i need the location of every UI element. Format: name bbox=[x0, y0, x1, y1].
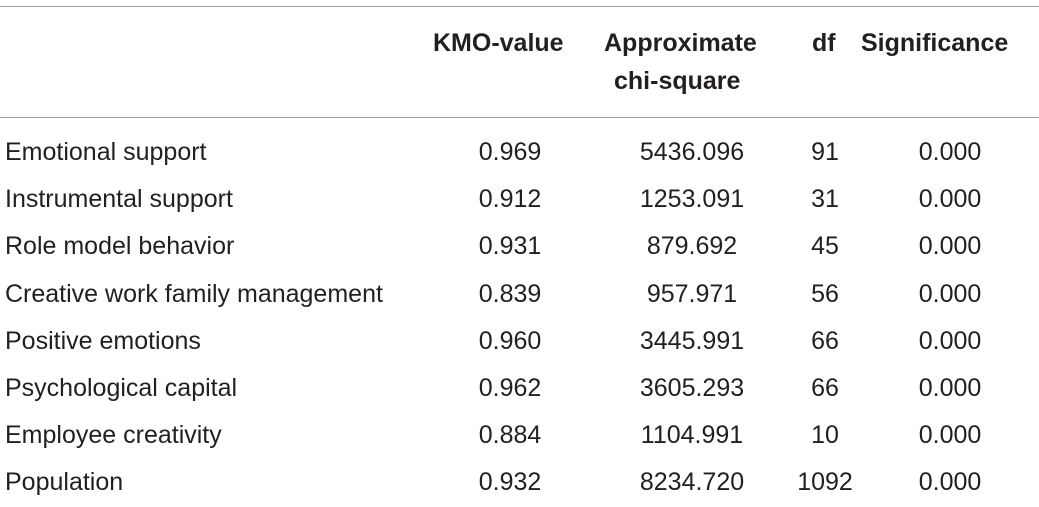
row-chi-square: 8234.720 bbox=[639, 468, 745, 497]
row-significance: 0.000 bbox=[918, 373, 982, 402]
row-significance: 0.000 bbox=[918, 421, 982, 450]
row-name: Instrumental support bbox=[5, 185, 233, 214]
row-kmo: 0.912 bbox=[478, 185, 542, 214]
row-name: Positive emotions bbox=[5, 326, 201, 355]
row-name: Role model behavior bbox=[5, 232, 235, 261]
row-df: 45 bbox=[811, 232, 839, 261]
row-name: Psychological capital bbox=[5, 373, 238, 402]
row-df: 56 bbox=[811, 279, 839, 308]
header-df: df bbox=[812, 29, 836, 57]
table-header-rule bbox=[0, 117, 1039, 118]
row-chi-square: 3605.293 bbox=[639, 373, 745, 402]
row-significance: 0.000 bbox=[918, 468, 982, 497]
table-body: Emotional support 0.969 5436.096 91 0.00… bbox=[0, 129, 1039, 507]
table-header: KMO-value Approximate chi-square df Sign… bbox=[0, 24, 1039, 104]
row-chi-square: 5436.096 bbox=[639, 138, 745, 166]
row-chi-square: 3445.991 bbox=[639, 326, 745, 355]
row-chi-square: 957.971 bbox=[646, 279, 738, 308]
row-significance: 0.000 bbox=[918, 232, 982, 261]
table-row: Creative work family management 0.839 95… bbox=[0, 271, 1039, 318]
row-name: Employee creativity bbox=[5, 421, 222, 450]
table-row: Positive emotions 0.960 3445.991 66 0.00… bbox=[0, 318, 1039, 365]
row-kmo: 0.960 bbox=[478, 326, 542, 355]
row-chi-square: 1253.091 bbox=[639, 185, 745, 214]
row-df: 91 bbox=[811, 138, 839, 166]
row-kmo: 0.931 bbox=[478, 232, 542, 261]
table-row: Psychological capital 0.962 3605.293 66 … bbox=[0, 365, 1039, 412]
header-chi-line1: Approximate bbox=[604, 29, 757, 57]
row-chi-square: 1104.991 bbox=[640, 421, 744, 450]
table-top-rule bbox=[0, 6, 1039, 7]
row-significance: 0.000 bbox=[918, 185, 982, 214]
table-row: Population 0.932 8234.720 1092 0.000 bbox=[0, 459, 1039, 506]
row-kmo: 0.962 bbox=[478, 373, 542, 402]
row-name: Emotional support bbox=[5, 138, 207, 166]
row-df: 1092 bbox=[797, 468, 853, 497]
row-kmo: 0.884 bbox=[478, 421, 542, 450]
table-row: Role model behavior 0.931 879.692 45 0.0… bbox=[0, 223, 1039, 270]
header-chi-line2: chi-square bbox=[614, 67, 741, 95]
row-significance: 0.000 bbox=[918, 326, 982, 355]
table-row: Emotional support 0.969 5436.096 91 0.00… bbox=[0, 129, 1039, 176]
row-chi-square: 879.692 bbox=[646, 232, 738, 261]
row-kmo: 0.969 bbox=[478, 138, 542, 166]
header-significance: Significance bbox=[861, 29, 1009, 57]
table-row: Employee creativity 0.884 1104.991 10 0.… bbox=[0, 412, 1039, 459]
row-df: 66 bbox=[811, 373, 839, 402]
table-row: Instrumental support 0.912 1253.091 31 0… bbox=[0, 176, 1039, 223]
row-df: 10 bbox=[811, 421, 839, 450]
row-significance: 0.000 bbox=[918, 138, 982, 166]
row-df: 31 bbox=[811, 185, 839, 214]
row-significance: 0.000 bbox=[918, 279, 982, 308]
row-name: Creative work family management bbox=[5, 279, 383, 308]
header-approximate-chi-square: Approximate chi-square bbox=[604, 24, 757, 100]
row-kmo: 0.932 bbox=[478, 468, 542, 497]
row-kmo: 0.839 bbox=[478, 279, 542, 308]
row-df: 66 bbox=[811, 326, 839, 355]
header-kmo-value: KMO-value bbox=[433, 29, 564, 57]
row-name: Population bbox=[5, 468, 124, 497]
